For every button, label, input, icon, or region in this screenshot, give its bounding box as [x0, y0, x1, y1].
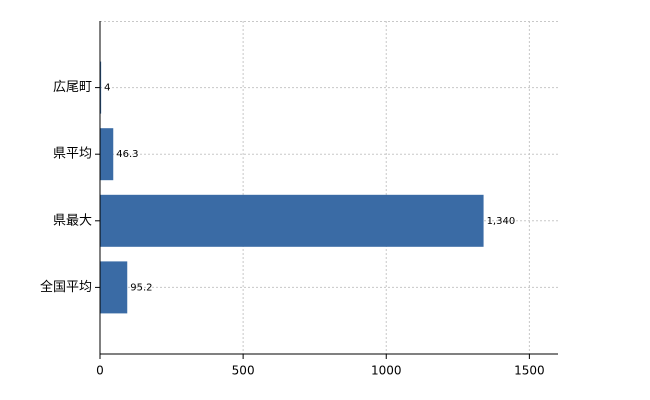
y-tick-label: 県最大 — [53, 213, 92, 228]
x-tick-label: 500 — [232, 364, 255, 378]
x-tick-label: 1500 — [514, 364, 545, 378]
y-tick-label: 広尾町 — [53, 80, 92, 95]
y-tick-label: 県平均 — [53, 147, 92, 162]
bar — [100, 261, 128, 314]
x-tick-label: 0 — [96, 364, 104, 378]
data-label: 4 — [104, 83, 110, 94]
bar — [100, 194, 484, 247]
x-tick-label: 1000 — [371, 364, 402, 378]
y-tick-label: 全国平均 — [40, 279, 92, 295]
data-label: 95.2 — [130, 282, 152, 293]
data-label: 46.3 — [116, 149, 138, 160]
bar — [100, 61, 102, 114]
data-label: 1,340 — [487, 216, 516, 227]
bar — [100, 128, 114, 181]
